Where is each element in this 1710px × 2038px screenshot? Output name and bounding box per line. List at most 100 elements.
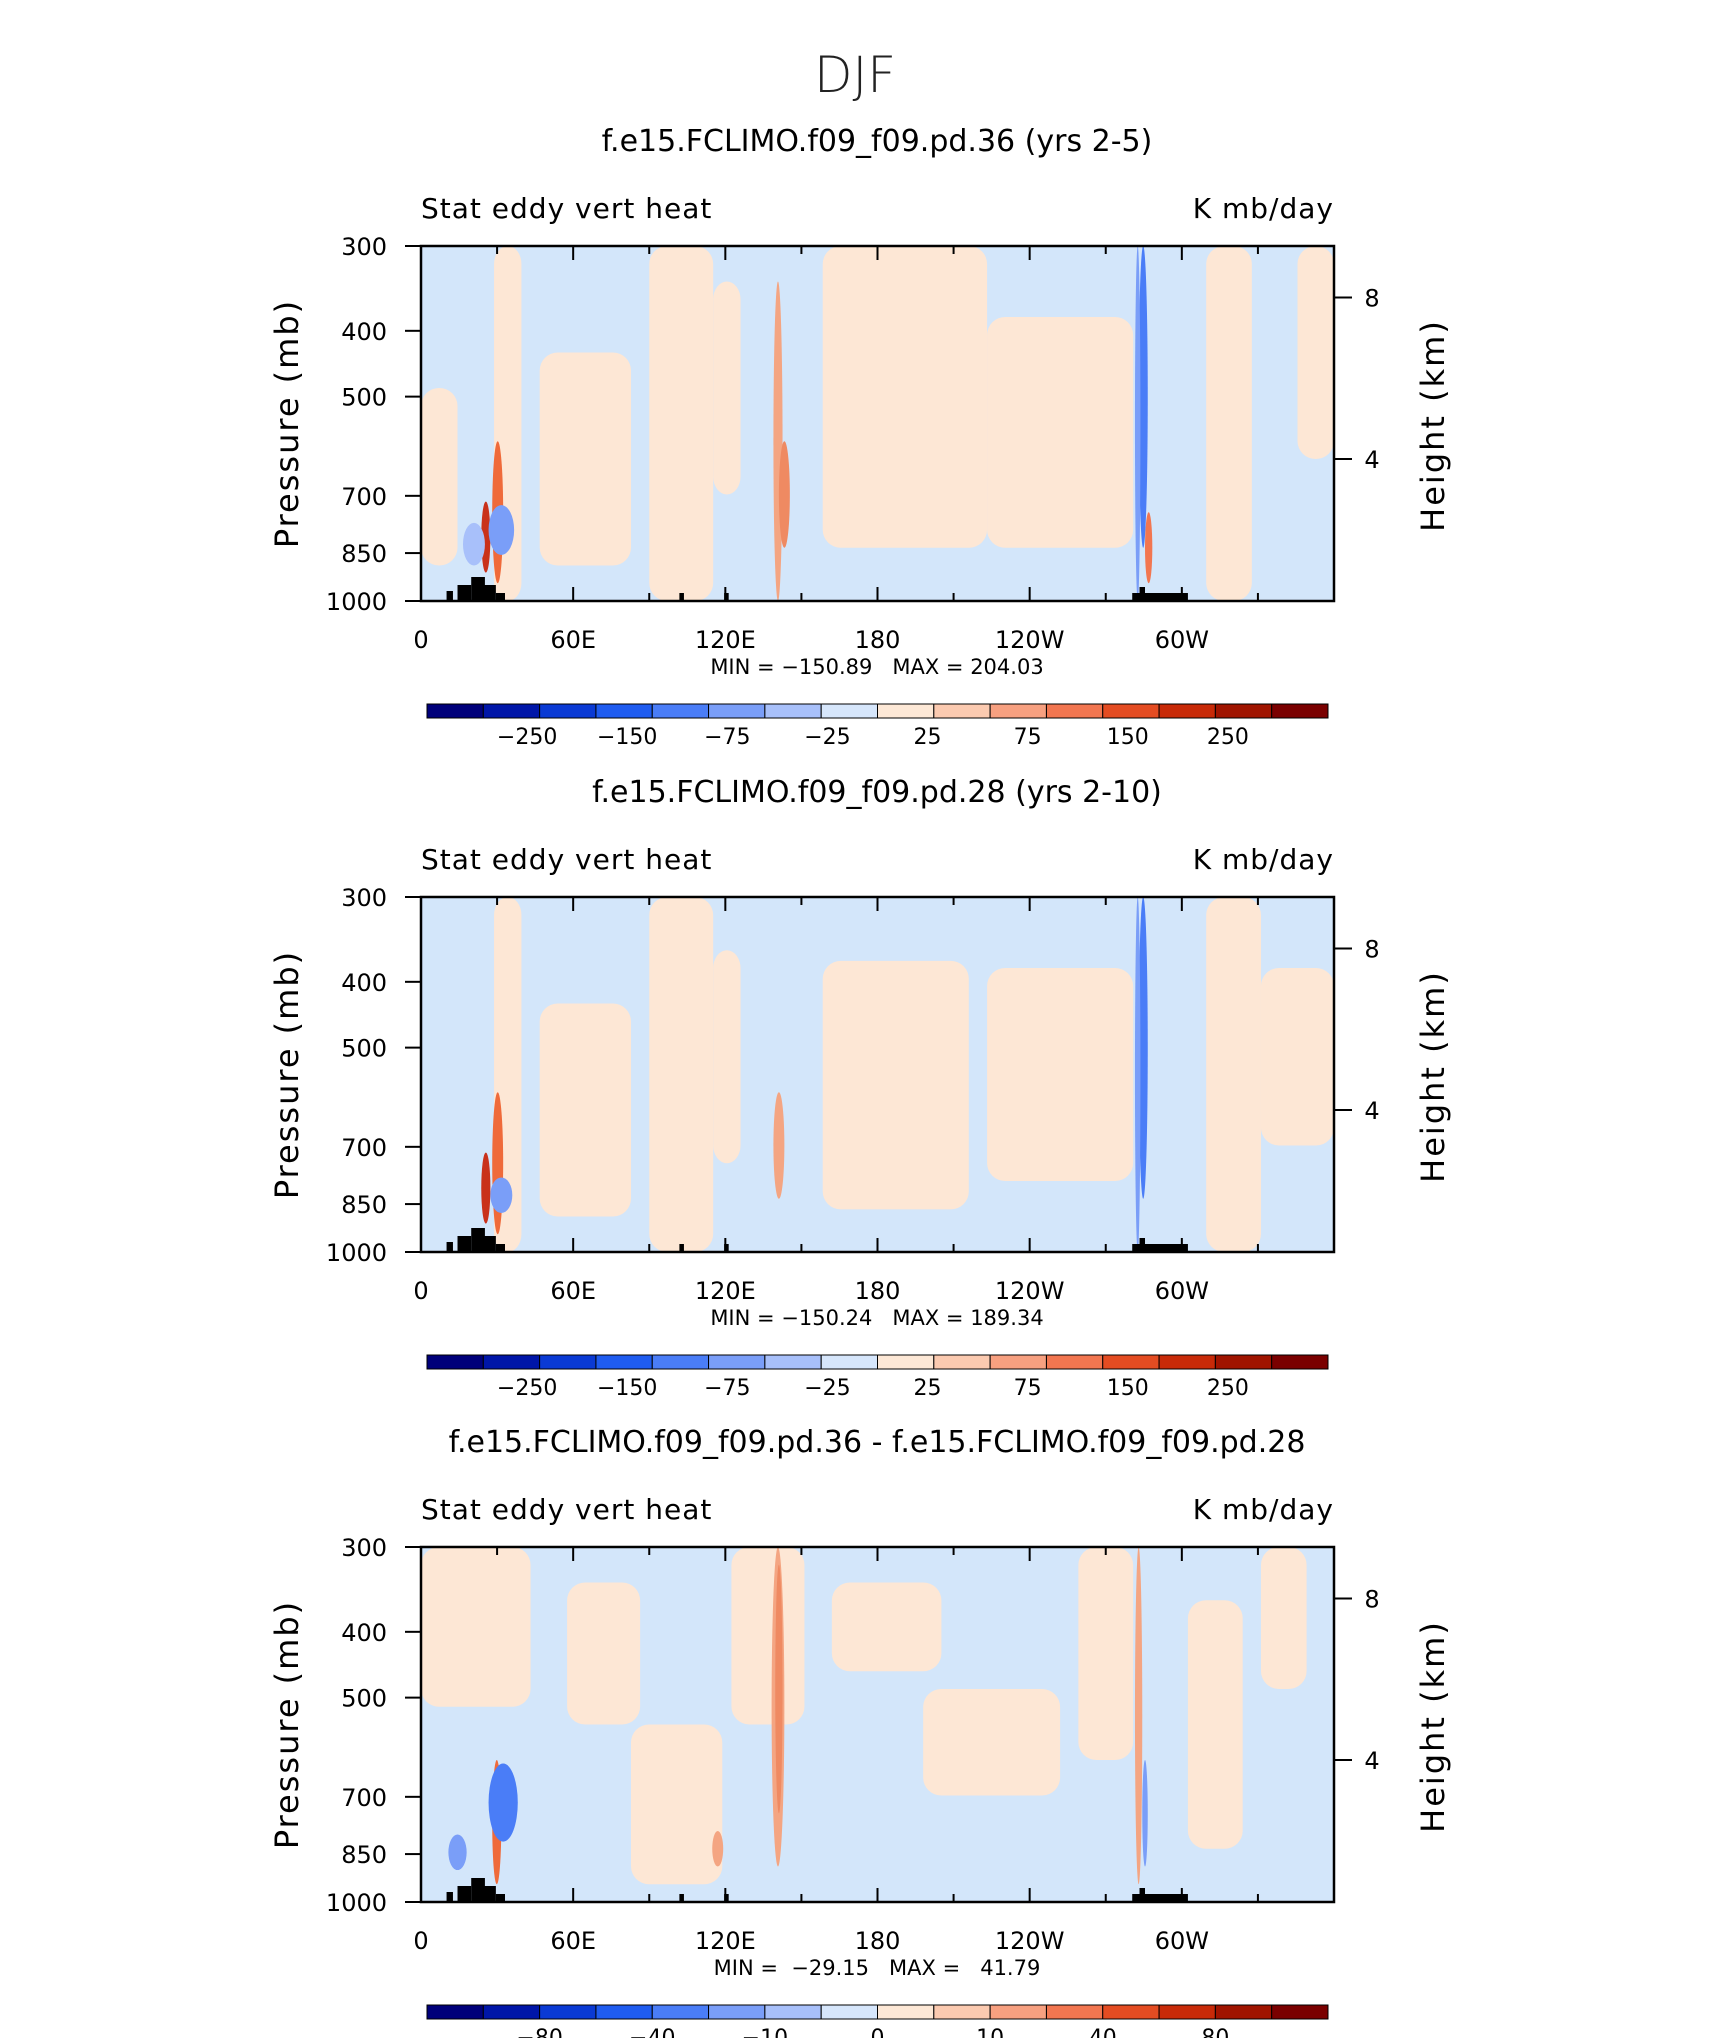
colorbar-label: 0 xyxy=(871,2026,885,2038)
chart-panel: f.e15.FCLIMO.f09_f09.pd.36 (yrs 2-5) Stat… xyxy=(268,124,1452,750)
field-blob xyxy=(462,522,485,566)
x-tick-label: 60E xyxy=(550,1277,596,1305)
colorbar-cell xyxy=(708,703,766,719)
field-streak xyxy=(481,501,491,573)
colorbar-cell xyxy=(539,2004,597,2020)
y-tick-label: 400 xyxy=(341,1619,387,1647)
y-tick-label: 500 xyxy=(341,1685,387,1713)
colorbar-cell xyxy=(426,1354,484,1370)
terrain-block xyxy=(724,593,729,601)
field-patch xyxy=(649,246,714,601)
field-streak xyxy=(1134,1547,1143,1885)
x-tick-label: 60W xyxy=(1155,626,1209,654)
colorbar-label: −250 xyxy=(497,725,557,750)
field-patch xyxy=(1078,1547,1134,1760)
x-tick-label: 180 xyxy=(855,1277,901,1305)
terrain-block xyxy=(457,1886,472,1902)
y-axis-right-title: Height (km) xyxy=(1414,1620,1452,1833)
figure-title: DJF xyxy=(814,46,896,104)
colorbar-cell xyxy=(708,2004,766,2020)
field-patch xyxy=(1187,1600,1243,1849)
colorbar-label: 80 xyxy=(1201,2026,1229,2038)
field-blob xyxy=(488,505,515,555)
contour-field xyxy=(421,246,1334,601)
y-axis-right: 8 4 Height (km) xyxy=(1334,935,1452,1183)
colorbar-label: −75 xyxy=(704,725,750,750)
x-tick-label: 0 xyxy=(413,1277,428,1305)
colorbar-cell xyxy=(764,703,822,719)
colorbar-label: 150 xyxy=(1107,1376,1149,1401)
colorbar-cell xyxy=(1102,2004,1160,2020)
colorbar-cell xyxy=(1045,2004,1104,2020)
field-streak xyxy=(775,1564,783,1814)
field-patch xyxy=(987,968,1134,1181)
field-patch xyxy=(1206,246,1252,601)
colorbar-cell xyxy=(989,1354,1047,1370)
terrain-block xyxy=(446,591,453,601)
terrain-block xyxy=(446,1242,453,1252)
field-streak xyxy=(1138,897,1148,1199)
x-tick-label: 120E xyxy=(695,1927,756,1955)
terrain-block xyxy=(446,1892,453,1902)
colorbar-cell xyxy=(595,1354,653,1370)
colorbar-label: −150 xyxy=(597,725,657,750)
field-blob xyxy=(712,1831,724,1867)
x-tick-label: 0 xyxy=(413,1927,428,1955)
x-tick-label: 120W xyxy=(995,1927,1065,1955)
y-axis-left: 300 400 500 700 850 1000 Pressure (mb) xyxy=(268,884,421,1267)
y-tick-label: 300 xyxy=(341,1534,387,1562)
y-axis-title: Pressure (mb) xyxy=(268,299,306,548)
field-streak xyxy=(1134,897,1141,1252)
field-label: Stat eddy vert heat xyxy=(421,843,712,876)
y-axis-title: Pressure (mb) xyxy=(268,950,306,1199)
colorbar-cell xyxy=(482,2004,541,2020)
y-tick-label: 850 xyxy=(341,540,387,568)
units-label: K mb/day xyxy=(1193,192,1334,225)
y-axis-right: 8 4 Height (km) xyxy=(1334,284,1452,532)
colorbar-cell xyxy=(933,1354,991,1370)
colorbar-label: −150 xyxy=(597,1376,657,1401)
colorbar: −80 −40 −10 0 10 40 80 xyxy=(426,2004,1329,2038)
y-tick-right-label: 4 xyxy=(1364,1097,1379,1125)
x-axis: 0 60E 120E 180 120W 60W xyxy=(413,1547,1335,1955)
colorbar-cell xyxy=(989,2004,1047,2020)
field-blob xyxy=(490,1177,513,1213)
colorbar-cell xyxy=(482,703,541,719)
panel-title: f.e15.FCLIMO.f09_f09.pd.28 (yrs 2-10) xyxy=(592,775,1162,810)
colorbar-label: −75 xyxy=(704,1376,750,1401)
contour-field xyxy=(421,1547,1334,1902)
x-tick-label: 120E xyxy=(695,626,756,654)
terrain-block xyxy=(1132,593,1188,601)
x-tick-label: 60E xyxy=(550,1927,596,1955)
field-patch xyxy=(822,246,988,548)
terrain-block xyxy=(495,1244,505,1252)
colorbar-cell xyxy=(989,703,1047,719)
field-patch xyxy=(923,1689,1061,1796)
terrain-mask xyxy=(446,1228,1188,1252)
terrain-block xyxy=(724,1894,729,1902)
field-patch xyxy=(831,1582,942,1672)
y-axis-right: 8 4 Height (km) xyxy=(1334,1585,1452,1833)
y-tick-label: 700 xyxy=(341,1784,387,1812)
field-streak xyxy=(492,1092,504,1235)
colorbar-cell xyxy=(764,1354,822,1370)
field-streak xyxy=(1138,246,1148,548)
colorbar-label: 150 xyxy=(1107,725,1149,750)
field-patch xyxy=(539,352,631,566)
field-patch xyxy=(1260,1547,1307,1689)
colorbar-label: −25 xyxy=(804,725,850,750)
field-blob xyxy=(488,1763,518,1842)
colorbar-cell xyxy=(877,1354,935,1370)
colorbar-cell xyxy=(933,2004,991,2020)
y-tick-label: 400 xyxy=(341,318,387,346)
terrain-block xyxy=(1139,1238,1146,1252)
chart-panel: f.e15.FCLIMO.f09_f09.pd.36 - f.e15.FCLIM… xyxy=(268,1425,1452,2038)
x-tick-label: 0 xyxy=(413,626,428,654)
terrain-block xyxy=(483,585,496,601)
min-max-stats: MIN = −150.24 MAX = 189.34 xyxy=(710,1306,1043,1330)
x-tick-label: 120E xyxy=(695,1277,756,1305)
terrain-block xyxy=(679,1894,684,1902)
y-tick-label: 1000 xyxy=(326,1239,387,1267)
field-patch xyxy=(1297,246,1334,459)
colorbar-cell xyxy=(877,2004,935,2020)
